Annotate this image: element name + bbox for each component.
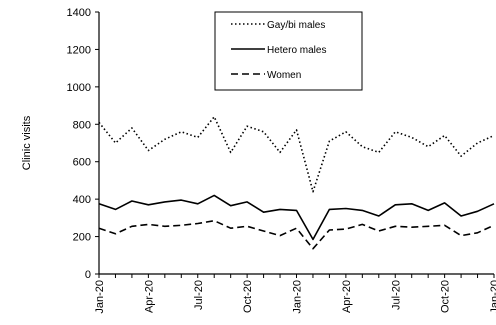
x-tick-label: Apr-20 — [143, 280, 155, 313]
x-tick-label: Jul-20 — [193, 280, 205, 310]
legend: Gay/bi males Hetero males Women — [214, 11, 363, 91]
legend-label-2: Women — [267, 70, 301, 81]
x-tick-label: Jan-20 — [489, 280, 496, 314]
y-tick-label: 1000 — [67, 82, 91, 94]
y-tick-label: 600 — [73, 157, 91, 169]
legend-label-0: Gay/bi males — [267, 20, 325, 31]
y-axis-title: Clinic visits — [21, 115, 33, 170]
y-tick-label: 400 — [73, 194, 91, 206]
y-tick-label: 0 — [85, 269, 91, 281]
plot-area: 0 200 400 600 800 1000 1200 1400 Jan-20 Apr-20 Jul… — [67, 7, 496, 314]
series-line-1 — [98, 194, 495, 241]
y-tick-label: 800 — [73, 119, 91, 131]
y-tick-label: 1400 — [67, 7, 91, 19]
x-tick-label: Jan-20 — [292, 280, 304, 314]
x-tick-label: Jan-20 — [94, 280, 106, 314]
series-line-2 — [98, 219, 495, 250]
y-tick-label: 1200 — [67, 44, 91, 56]
x-tick-label: Apr-20 — [341, 280, 353, 313]
y-tick-label: 200 — [73, 232, 91, 244]
legend-box — [214, 11, 363, 91]
x-tick-label: Oct-20 — [440, 280, 452, 313]
x-tick-label: Jul-20 — [390, 280, 402, 310]
x-tick-label: Oct-20 — [242, 280, 254, 313]
legend-label-1: Hetero males — [267, 45, 326, 56]
series-line-0 — [98, 116, 495, 193]
